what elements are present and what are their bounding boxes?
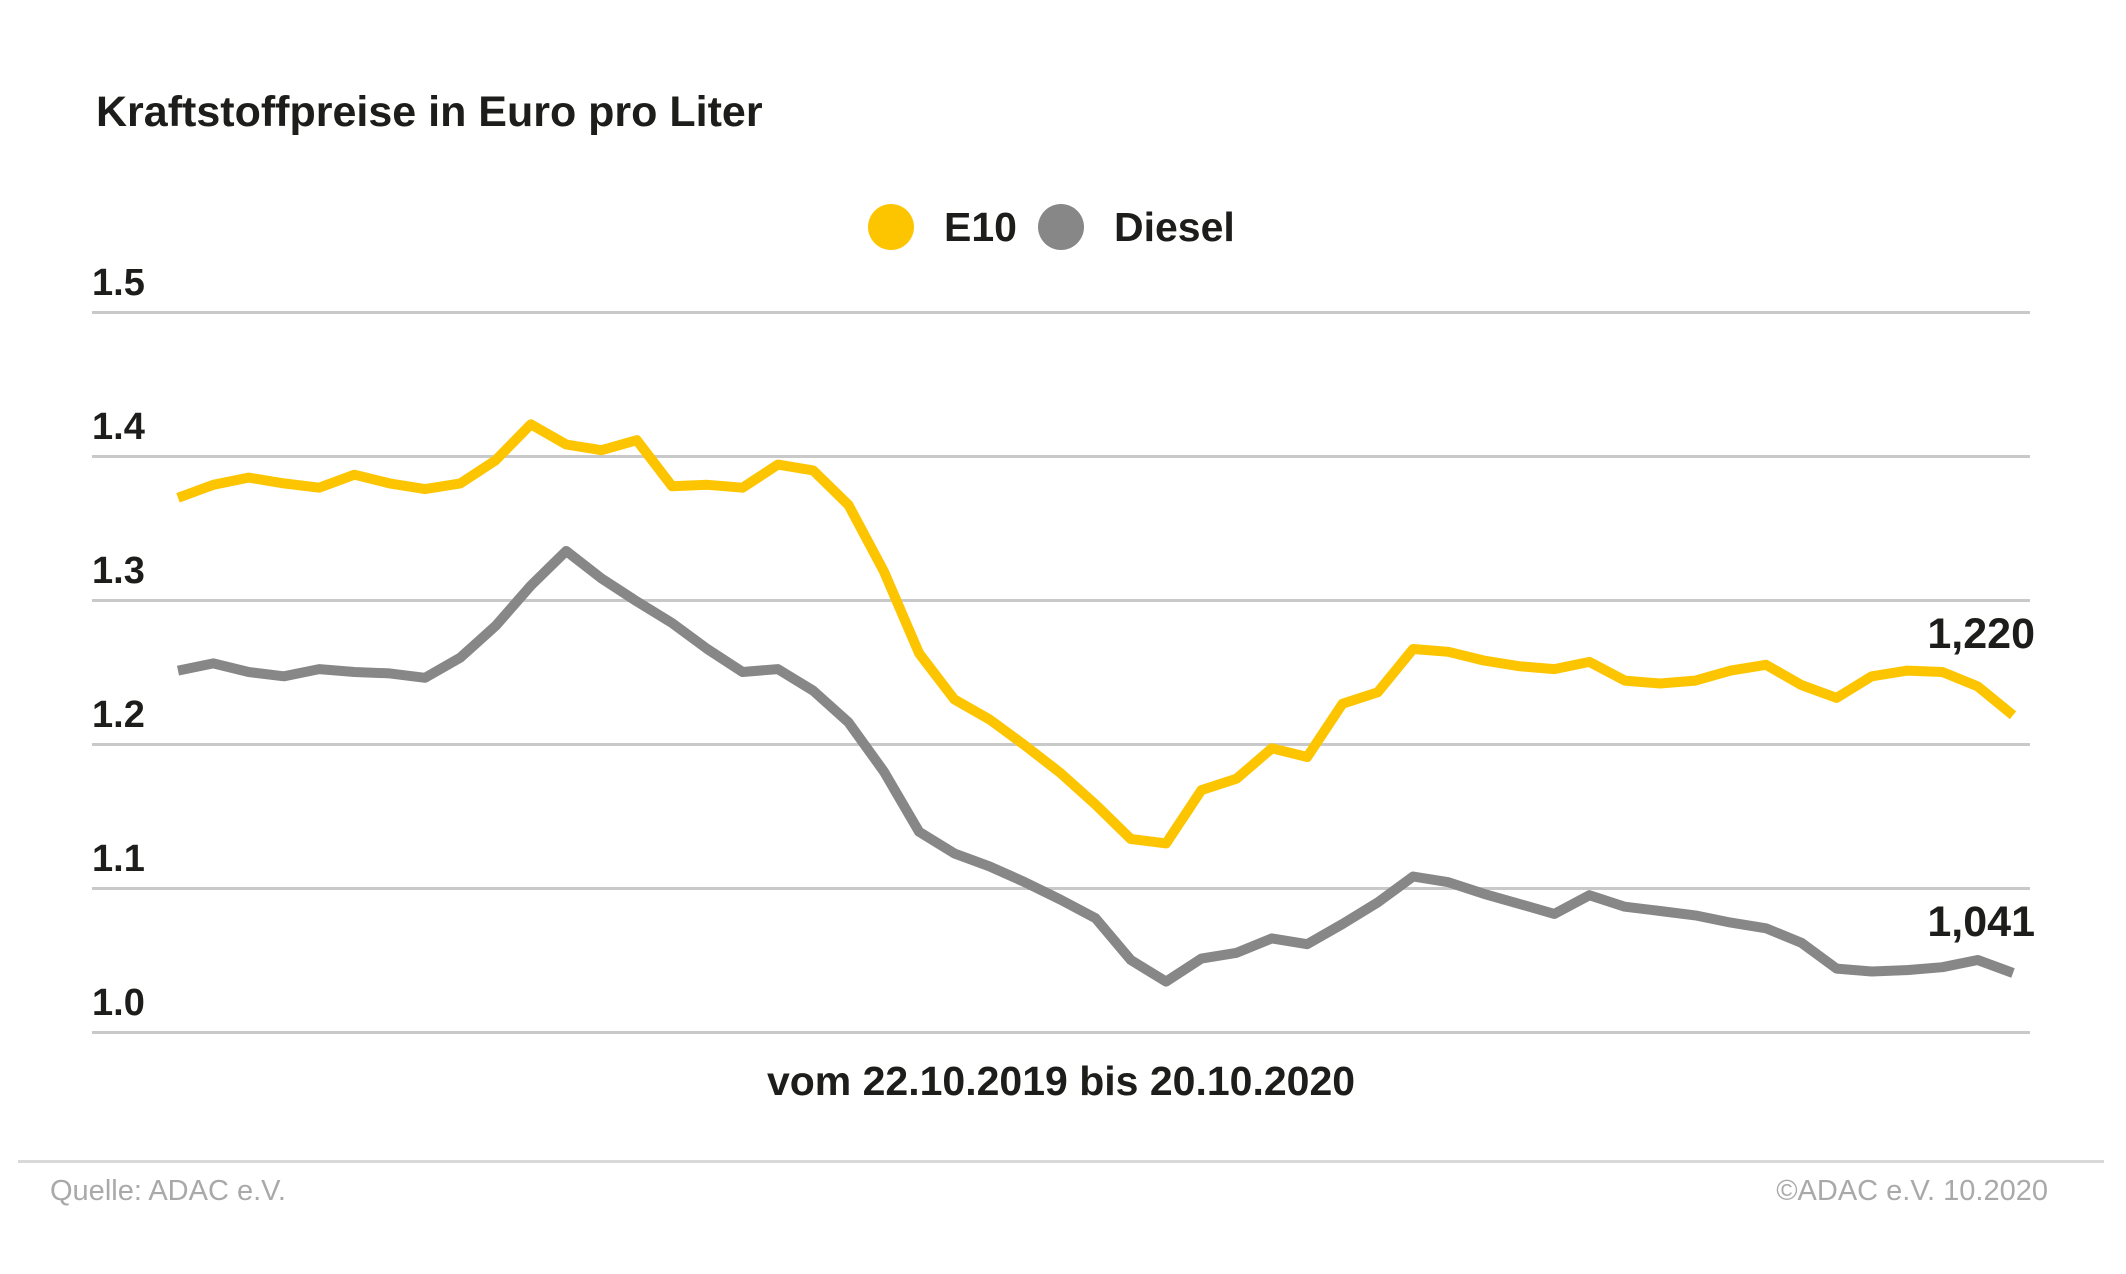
e10-end-value-label: 1,220 <box>1927 610 2035 658</box>
footer-divider <box>18 1160 2104 1163</box>
y-tick-label-1.2: 1.2 <box>92 694 145 736</box>
diesel-end-value-label: 1,041 <box>1927 898 2035 946</box>
page-title: Kraftstoffpreise in Euro pro Liter <box>96 88 763 136</box>
gridline-1.3 <box>92 599 2030 602</box>
gridline-1.5 <box>92 311 2030 314</box>
y-tick-label-1.0: 1.0 <box>92 982 145 1024</box>
e10-line <box>176 419 2017 849</box>
diesel-line <box>177 546 2015 987</box>
e10-legend-label: E10 <box>944 204 1017 250</box>
legend: E10 Diesel <box>0 204 2126 252</box>
diesel-legend-label: Diesel <box>1114 204 1235 250</box>
diesel-legend-dot <box>1038 204 1084 250</box>
y-tick-label-1.3: 1.3 <box>92 550 145 592</box>
gridline-1.0 <box>92 1031 2030 1034</box>
footer-source: Quelle: ADAC e.V. <box>50 1175 286 1207</box>
y-tick-label-1.4: 1.4 <box>92 406 145 448</box>
x-axis-caption: vom 22.10.2019 bis 20.10.2020 <box>766 1058 1356 1104</box>
y-tick-label-1.5: 1.5 <box>92 262 145 304</box>
gridline-1.4 <box>92 455 2030 458</box>
gridline-1.1 <box>92 887 2030 890</box>
gridline-1.2 <box>92 743 2030 746</box>
y-tick-label-1.1: 1.1 <box>92 838 145 880</box>
e10-legend-dot <box>868 204 914 250</box>
footer-copyright: ©ADAC e.V. 10.2020 <box>1776 1175 2048 1207</box>
